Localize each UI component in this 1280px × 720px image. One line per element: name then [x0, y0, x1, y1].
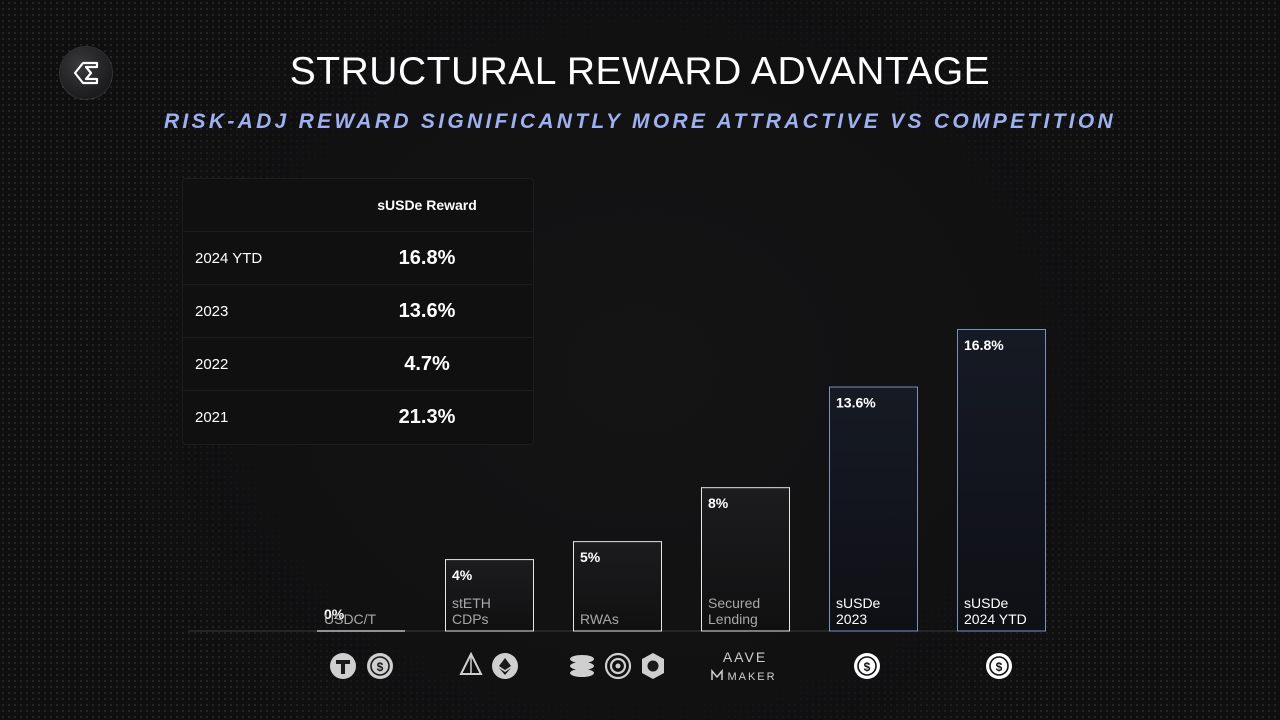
chart-category-label: sUSDe [836, 595, 881, 611]
chart-category-label: sUSDe [964, 595, 1009, 611]
page-subtitle: RISK-ADJ REWARD SIGNIFICANTLY MORE ATTRA… [163, 110, 1117, 133]
chart-value-label: 16.8% [964, 337, 1004, 353]
chart-value-label: 8% [708, 495, 729, 511]
chart-category-label: stETH [452, 595, 491, 611]
chart-category-label: RWAs [580, 611, 619, 627]
table-header-reward: sUSDe Reward [377, 197, 477, 213]
table-cell-year: 2022 [195, 356, 229, 373]
table-cell-value: 21.3% [398, 406, 456, 428]
table-cell-year: 2021 [195, 409, 229, 426]
chart-value-label: 13.6% [836, 395, 876, 411]
table-cell-value: 4.7% [404, 353, 450, 375]
table-cell-value: 16.8% [398, 247, 456, 269]
table-row: 2021 21.3% [183, 390, 533, 443]
table-cell-value: 13.6% [398, 300, 456, 322]
chart-category-label: USDC/T [324, 611, 377, 627]
chart-category-label: CDPs [452, 611, 489, 627]
reward-table: sUSDe Reward 2024 YTD 16.8% 2023 13.6% 2… [182, 178, 534, 445]
chart-bar [701, 487, 790, 632]
chart-category-label: 2024 YTD [964, 611, 1027, 627]
chart-category-label: Secured [708, 595, 760, 611]
chart-bar [829, 386, 918, 632]
chart-value-label: 5% [580, 549, 601, 565]
chart-value-label: 4% [452, 567, 473, 583]
chart-category-label: Lending [708, 611, 758, 627]
chart-bar [957, 329, 1046, 632]
table-cell-year: 2023 [195, 303, 229, 320]
table-header-row: sUSDe Reward [183, 179, 533, 231]
chart-bar [573, 541, 662, 632]
table-row: 2024 YTD 16.8% [183, 231, 533, 284]
ethena-logo-icon [60, 47, 112, 99]
chart-value-label: 0% [324, 606, 345, 622]
chart-category-label: 2023 [836, 611, 867, 627]
table-row: 2023 13.6% [183, 284, 533, 337]
chart-bar [445, 559, 534, 632]
table-row: 2022 4.7% [183, 337, 533, 390]
page-title: STRUCTURAL REWARD ADVANTAGE [289, 50, 991, 93]
table-cell-year: 2024 YTD [195, 250, 263, 267]
